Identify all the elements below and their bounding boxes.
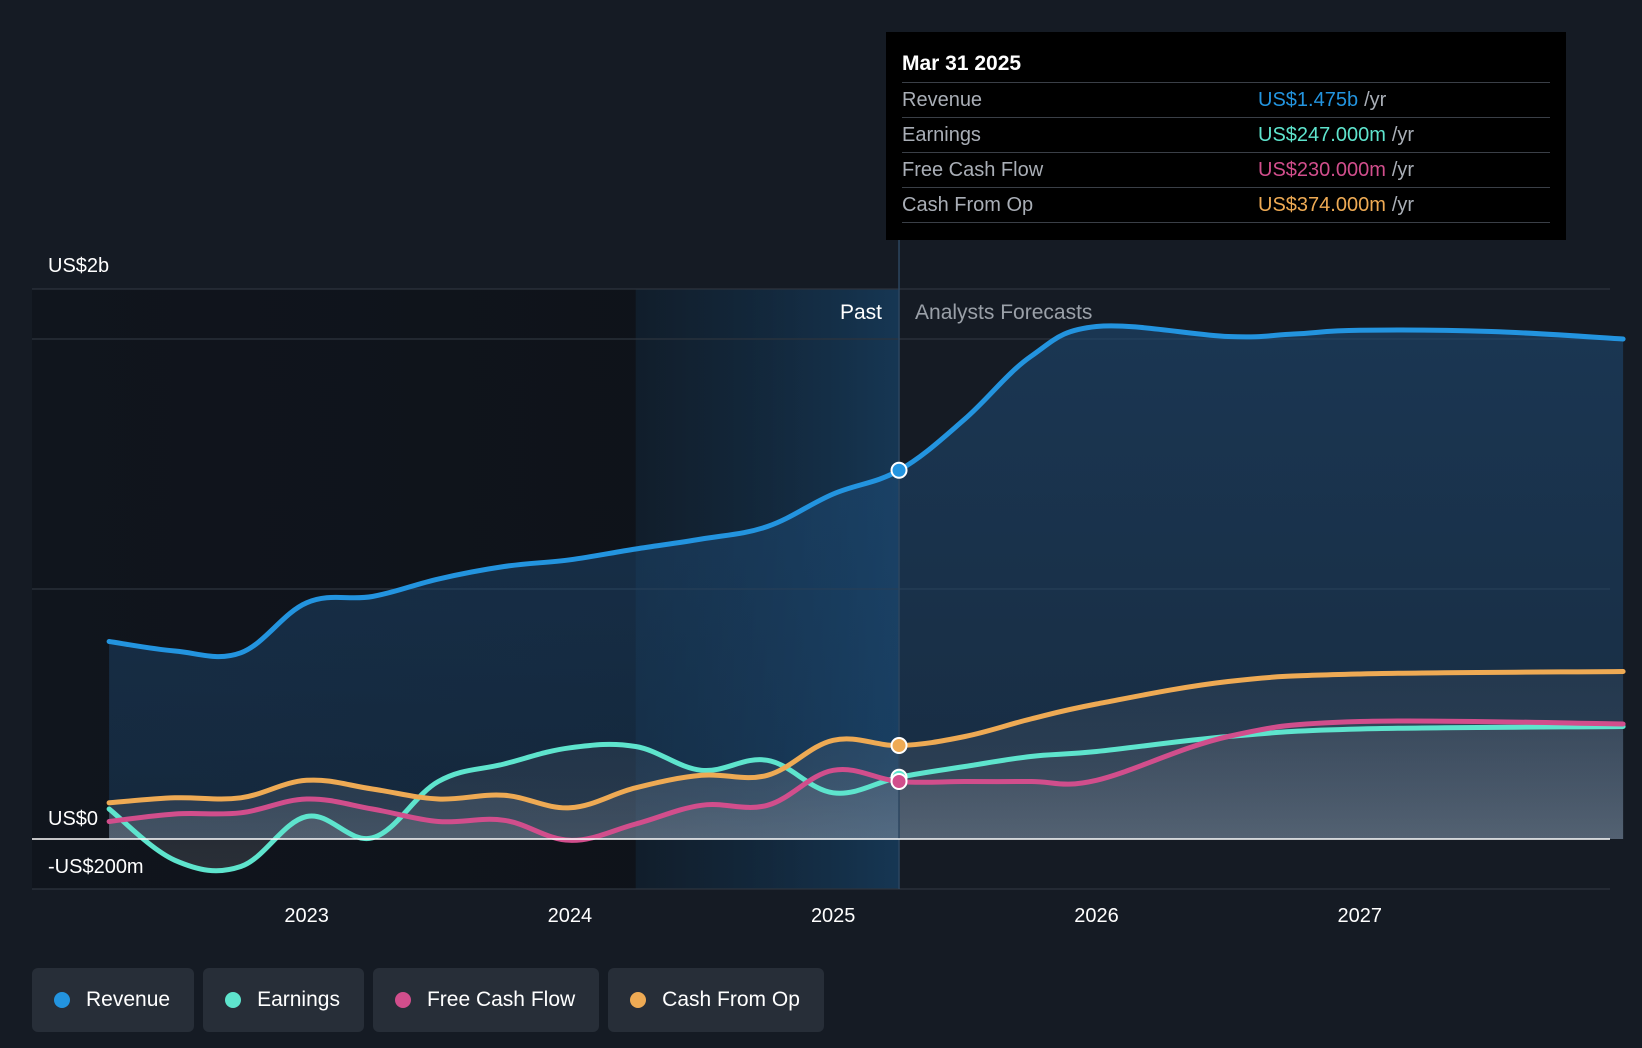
y-axis-label: US$0 — [48, 808, 98, 830]
legend-label: Cash From Op — [662, 988, 800, 1011]
x-tick-label: 2024 — [548, 905, 593, 927]
line-free-cash-flow — [106, 718, 1626, 843]
revenue-dot-icon — [54, 992, 70, 1008]
x-tick-label: 2027 — [1338, 905, 1383, 927]
tooltip: Mar 31 2025 Revenue US$1.475b /yr Earnin… — [886, 32, 1566, 240]
tooltip-row-cash-from-op: Cash From Op US$374.000m /yr — [902, 188, 1550, 223]
tooltip-label: Free Cash Flow — [902, 159, 1044, 181]
legend-label: Free Cash Flow — [426, 988, 576, 1011]
legend-item-cash-from-op[interactable]: Cash From Op — [608, 968, 824, 1032]
line-cash-from-op — [106, 669, 1626, 811]
tooltip-row-earnings: Earnings US$247.000m /yr — [902, 118, 1550, 153]
free-cash-flow-dot-icon — [394, 992, 411, 1008]
y-axis-label: US$2b — [48, 255, 109, 277]
highlight-markers — [890, 461, 908, 790]
series-lines — [106, 323, 1626, 874]
x-tick-label: 2023 — [284, 905, 329, 927]
tooltip-value: US$374.000m — [1258, 194, 1386, 216]
tooltip-label: Revenue — [902, 89, 983, 111]
tooltip-unit: /yr — [1391, 194, 1415, 216]
tooltip-unit: /yr — [1391, 124, 1415, 146]
line-earnings — [106, 724, 1626, 874]
tooltip-value: US$1.475b — [1258, 89, 1359, 111]
marker-free-cash-flow — [890, 773, 908, 790]
tooltip-unit: /yr — [1364, 89, 1387, 111]
tooltip-date: Mar 31 2025 — [902, 46, 1550, 83]
area-fills — [109, 325, 1624, 871]
cash-from-op-dot-icon — [630, 992, 647, 1008]
past-label: Past — [840, 301, 882, 324]
earnings-dot-icon — [225, 992, 242, 1008]
x-tick-label: 2025 — [811, 905, 856, 927]
y-axis-labels: US$2b US$0 -US$200m — [48, 255, 144, 878]
legend-item-free-cash-flow[interactable]: Free Cash Flow — [372, 968, 600, 1032]
tooltip-unit: /yr — [1391, 159, 1415, 181]
tooltip-row-free-cash-flow: Free Cash Flow US$230.000m /yr — [902, 153, 1550, 188]
marker-cash-from-op — [890, 737, 908, 754]
legend: Revenue Earnings Free Cash Flow Cash Fro… — [32, 968, 833, 1032]
y-axis-label: -US$200m — [48, 856, 144, 878]
legend-label: Revenue — [86, 988, 171, 1011]
tooltip-value: US$247.000m — [1258, 124, 1386, 146]
line-revenue — [106, 323, 1626, 660]
legend-label: Earnings — [257, 988, 340, 1011]
marker-revenue — [890, 461, 908, 479]
x-axis-tick-labels: 2023 2024 2025 2026 2027 — [284, 905, 1382, 927]
tooltip-row-revenue: Revenue US$1.475b /yr — [902, 83, 1550, 118]
analysts-forecasts-label: Analysts Forecasts — [915, 301, 1092, 324]
tooltip-label: Earnings — [902, 124, 981, 146]
x-tick-label: 2026 — [1074, 905, 1119, 927]
legend-item-revenue[interactable]: Revenue — [32, 968, 195, 1032]
tooltip-label: Cash From Op — [902, 194, 1034, 216]
legend-item-earnings[interactable]: Earnings — [203, 968, 364, 1032]
tooltip-value: US$230.000m — [1258, 159, 1386, 181]
